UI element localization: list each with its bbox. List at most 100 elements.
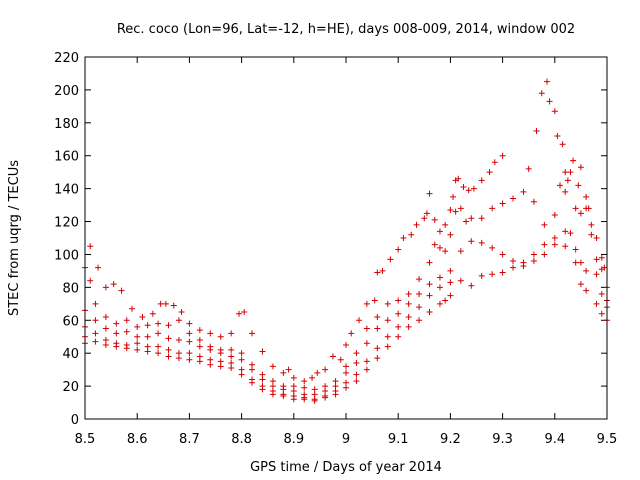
data-point-arc-a: [207, 330, 214, 337]
data-point-arc-a: [426, 190, 433, 197]
x-tick-label: 8.5: [75, 432, 96, 447]
data-point-arc-a: [588, 231, 595, 238]
y-tick-label: 60: [62, 314, 79, 329]
data-point-arc-a: [178, 309, 185, 316]
data-point-arc-c: [541, 241, 548, 248]
data-point-arc-a: [499, 152, 506, 159]
data-point-arc-c: [468, 238, 475, 245]
data-point-arc-a: [269, 363, 276, 370]
data-point-arc-a: [455, 175, 462, 182]
x-tick-label: 9.4: [544, 432, 565, 447]
data-point-arc-c: [374, 325, 381, 332]
data-point-arc-e: [123, 345, 130, 352]
data-point-arc-c: [353, 360, 360, 367]
data-point-arc-c: [228, 353, 235, 360]
data-point-arc-e: [186, 356, 193, 363]
x-tick-label: 9.5: [597, 432, 618, 447]
data-point-arc-a: [546, 98, 553, 105]
data-point-arc-d: [510, 264, 517, 271]
data-point-arc-a: [118, 287, 125, 294]
data-point-arc-a: [450, 193, 457, 200]
data-point-arc-d: [416, 304, 423, 311]
data-point-arc-c: [165, 335, 172, 342]
data-point-arc-b: [468, 215, 475, 222]
data-point-arc-c: [113, 330, 120, 337]
data-point-arc-d: [551, 241, 558, 248]
data-point-arc-b: [102, 313, 109, 320]
data-point-arc-e: [217, 363, 224, 370]
data-point-arc-b: [353, 350, 360, 357]
data-point-arc-c: [510, 258, 517, 265]
data-point-arc-d: [572, 259, 579, 266]
data-point-arc-c: [186, 338, 193, 345]
x-tick-label: 8.6: [127, 432, 148, 447]
data-point-arc-a: [87, 243, 94, 250]
data-point-arc-e: [175, 355, 182, 362]
data-point-arc-a: [562, 169, 569, 176]
data-point-arc-d: [395, 323, 402, 330]
data-point-arc-c: [426, 281, 433, 288]
data-point-arc-b: [598, 254, 605, 261]
data-point-arc-b: [551, 211, 558, 218]
data-point-arc-e: [343, 384, 349, 391]
data-point-arc-d: [384, 333, 391, 340]
data-point-arc-a: [285, 366, 292, 373]
data-point-arc-a: [601, 264, 608, 271]
data-point-arc-a: [228, 330, 235, 337]
data-point-arc-a: [322, 366, 329, 373]
y-tick-label: 160: [54, 150, 79, 165]
data-point-arc-c: [598, 290, 605, 297]
data-point-arc-c: [593, 271, 600, 278]
data-point-arc-c: [478, 239, 485, 246]
data-point-arc-a: [157, 300, 164, 307]
data-point-arc-a: [374, 269, 381, 276]
x-tick-label: 8.9: [283, 432, 304, 447]
data-point-arc-d: [577, 281, 584, 288]
data-point-arc-d: [447, 279, 454, 286]
y-tick-label: 0: [71, 413, 79, 428]
data-point-arc-a: [413, 221, 420, 228]
data-point-arc-c: [395, 310, 402, 317]
data-point-arc-b: [123, 317, 130, 324]
data-point-arc-c: [175, 337, 182, 344]
data-point-arc-c: [447, 267, 454, 274]
x-tick-label: 9.2: [440, 432, 461, 447]
data-point-arc-a: [583, 193, 590, 200]
data-point-arc-a: [314, 369, 321, 376]
y-axis-ticks: 0 20 40 60 80 100 120 140 160 180 200 220: [54, 51, 607, 428]
data-point-arc-a: [538, 90, 545, 97]
data-point-arc-d: [186, 350, 193, 357]
data-point-arc-a: [170, 302, 177, 309]
data-point-arc-a: [564, 177, 571, 184]
y-tick-label: 20: [62, 380, 79, 395]
data-point-arc-c: [207, 346, 214, 353]
data-point-arc-b: [87, 277, 94, 284]
data-point-arc-e: [353, 378, 360, 385]
data-point-arc-d: [468, 282, 475, 289]
data-point-arc-b: [463, 218, 470, 225]
data-point-arc-d: [155, 343, 162, 350]
data-point-arc-d: [598, 310, 605, 317]
data-point-arc-e: [374, 355, 381, 362]
data-point-arc-c: [489, 244, 496, 251]
data-point-arc-b: [489, 205, 496, 212]
data-point-arc-b: [363, 325, 370, 332]
data-point-arc-b: [572, 205, 579, 212]
data-point-arc-d: [541, 251, 548, 258]
data-point-arc-a: [460, 183, 467, 190]
data-point-arc-b: [301, 384, 308, 391]
data-point-arc-a: [423, 210, 430, 217]
data-point-arc-c: [457, 248, 464, 255]
data-point-arc-a: [249, 330, 256, 337]
y-tick-label: 80: [62, 281, 79, 296]
data-point-arc-e: [196, 358, 203, 365]
data-point-arc-e: [102, 341, 109, 348]
x-axis-title: GPS time / Days of year 2014: [250, 460, 442, 475]
data-point-arc-c: [577, 259, 584, 266]
data-point-arc-a: [478, 177, 485, 184]
data-point-arc-b: [457, 205, 464, 212]
data-point-arc-a: [259, 348, 266, 355]
data-point-arc-b: [113, 320, 120, 327]
data-point-arc-a: [442, 221, 449, 228]
